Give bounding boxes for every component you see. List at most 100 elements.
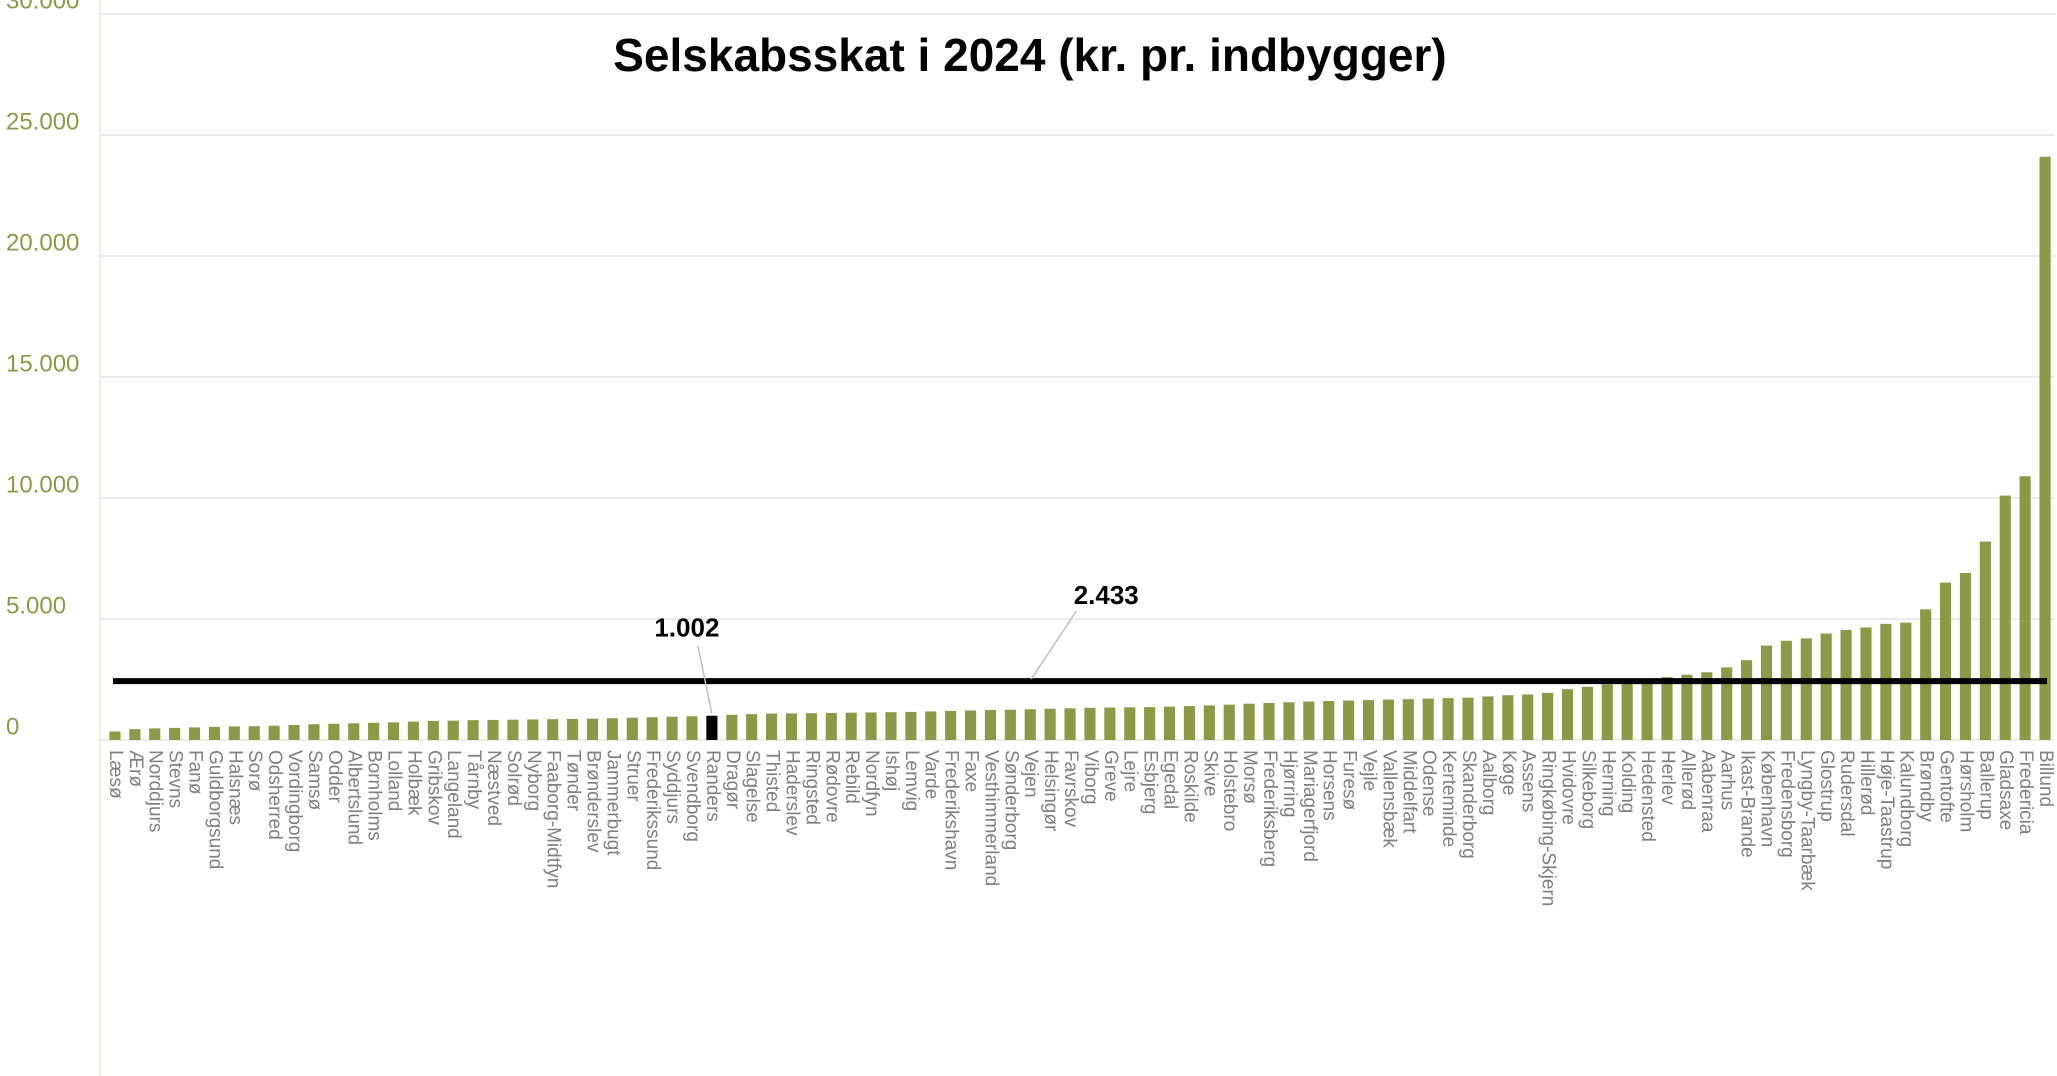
- bar: [1800, 638, 1812, 740]
- x-tick-label: Syddjurs: [662, 750, 683, 824]
- x-tick-label: Albertslund: [344, 750, 365, 845]
- bar: [805, 713, 817, 740]
- reference-label: 2.433: [1074, 580, 1139, 610]
- x-tick-label: Ringsted: [801, 750, 822, 825]
- bar: [865, 712, 877, 740]
- x-tick-label: Lyngby-Taarbæk: [1796, 750, 1817, 891]
- bar: [1323, 701, 1335, 740]
- x-tick-label: Køge: [1498, 750, 1519, 795]
- bar: [1542, 692, 1554, 740]
- x-tick-label: Brønderslev: [582, 750, 603, 853]
- x-tick-label: Tønder: [563, 750, 584, 812]
- x-tick-label: Rudersdal: [1836, 750, 1857, 837]
- y-tick-label: 30.000: [6, 0, 79, 14]
- x-tick-label: Vesthimmerland: [980, 750, 1001, 886]
- x-tick-label: Sorø: [244, 750, 265, 792]
- x-tick-label: Mariagerfjord: [1299, 750, 1320, 862]
- x-tick-label: Lolland: [384, 750, 405, 811]
- x-tick-label: Vallensbæk: [1378, 750, 1399, 848]
- bar: [964, 710, 977, 740]
- x-tick-label: Holstebro: [1219, 750, 1240, 831]
- bar: [567, 718, 579, 740]
- bar: [1502, 695, 1514, 740]
- x-tick-label: Samsø: [304, 750, 325, 811]
- x-tick-label: Allerød: [1677, 750, 1698, 810]
- bar: [527, 719, 539, 740]
- bar: [1661, 677, 1673, 740]
- bar: [2039, 156, 2051, 740]
- bar: [1004, 709, 1016, 740]
- x-tick-label: Stevns: [165, 750, 186, 808]
- bar: [328, 723, 340, 740]
- bar: [1124, 707, 1136, 740]
- x-tick-label: Hillerød: [1856, 750, 1877, 815]
- bar: [149, 728, 161, 740]
- x-tick-label: Odsherred: [264, 750, 285, 840]
- bar: [1701, 672, 1713, 740]
- x-tick-label: Sønderborg: [1000, 750, 1021, 850]
- bar: [1820, 633, 1832, 740]
- x-tick-label: Herlev: [1657, 750, 1678, 805]
- bar: [1104, 707, 1116, 740]
- x-tick-label: Thisted: [762, 750, 783, 812]
- bar: [1024, 709, 1036, 740]
- x-tick-label: Aalborg: [1478, 750, 1499, 816]
- bar: [1064, 708, 1076, 740]
- leader-line: [697, 645, 713, 714]
- bar: [1482, 696, 1494, 740]
- bar: [984, 709, 997, 740]
- x-tick-label: Ærø: [125, 750, 146, 787]
- x-tick-label: Favrskov: [1060, 750, 1081, 828]
- x-tick-label: Solrød: [503, 750, 524, 806]
- bar: [447, 720, 459, 740]
- x-tick-label: Langeland: [443, 750, 464, 839]
- x-tick-label: Morsø: [1239, 750, 1260, 804]
- x-tick-label: Horsens: [1319, 750, 1340, 821]
- bar: [1382, 699, 1394, 740]
- x-tick-label: Odder: [324, 750, 345, 803]
- bar: [308, 724, 320, 740]
- y-tick-label: 15.000: [6, 350, 79, 377]
- bar: [1601, 684, 1613, 740]
- bar: [1084, 707, 1096, 740]
- bar: [586, 718, 599, 740]
- x-tick-label: Faaborg-Midtfyn: [543, 750, 564, 888]
- y-tick-label: 10.000: [6, 471, 79, 498]
- x-tick-label: Vordingborg: [284, 750, 305, 852]
- bar: [666, 716, 678, 740]
- x-tick-label: Odense: [1418, 750, 1439, 817]
- bar: [1044, 708, 1056, 740]
- bar: [487, 719, 499, 740]
- x-tick-label: Hørsholm: [1955, 750, 1976, 832]
- x-tick-label: Faxe: [961, 750, 982, 792]
- x-tick-label: Ishøj: [881, 750, 902, 791]
- bar: [1422, 698, 1434, 740]
- bar: [706, 715, 718, 740]
- x-tick-label: Greve: [1100, 750, 1121, 802]
- bar: [1561, 689, 1574, 740]
- x-tick-label: Helsingør: [1040, 750, 1061, 832]
- bar: [746, 714, 758, 740]
- bar: [547, 719, 559, 740]
- bar: [925, 711, 937, 740]
- bar: [825, 712, 837, 740]
- x-tick-label: Svendborg: [682, 750, 703, 842]
- x-tick-label: Fredericia: [2015, 750, 2036, 835]
- bar: [626, 717, 638, 740]
- x-tick-label: Assens: [1518, 750, 1539, 812]
- x-tick-label: Frederikshavn: [941, 750, 962, 870]
- bar: [169, 727, 181, 740]
- bar: [407, 721, 419, 740]
- bar: [686, 716, 698, 740]
- bar: [905, 711, 917, 740]
- bar: [785, 713, 798, 740]
- bar: [109, 731, 121, 740]
- x-tick-label: Holbæk: [403, 750, 424, 816]
- bar: [129, 729, 141, 740]
- x-tick-label: Fredensborg: [1776, 750, 1797, 858]
- bar: [2019, 476, 2031, 740]
- x-tick-label: Jammerbugt: [602, 750, 623, 856]
- bar: [1183, 706, 1196, 740]
- x-tick-label: Middelfart: [1398, 750, 1419, 834]
- bar: [1721, 667, 1733, 740]
